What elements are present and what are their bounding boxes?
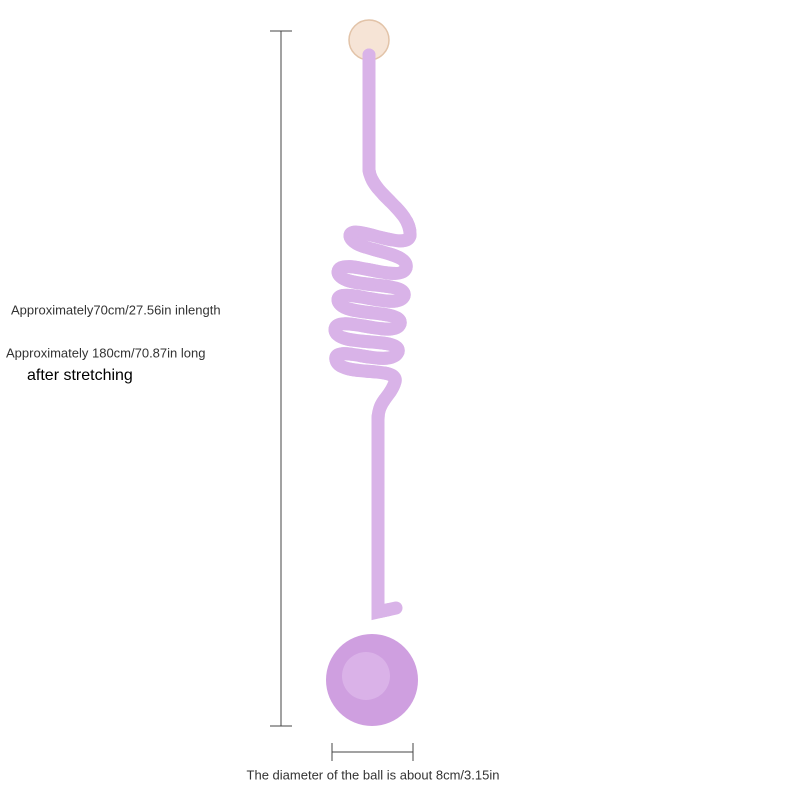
diameter-label: The diameter of the ball is about 8cm/3.… [247,767,500,782]
diameter-dimension [331,743,414,761]
pom-pom-highlight [342,652,390,700]
length-label: Approximately70cm/27.56in inlength [11,302,221,317]
stretched-label: Approximately 180cm/70.87in long [6,345,205,360]
spring-toy [328,48,410,621]
length-dimension [270,30,292,727]
stretched-note: after stretching [27,367,133,384]
